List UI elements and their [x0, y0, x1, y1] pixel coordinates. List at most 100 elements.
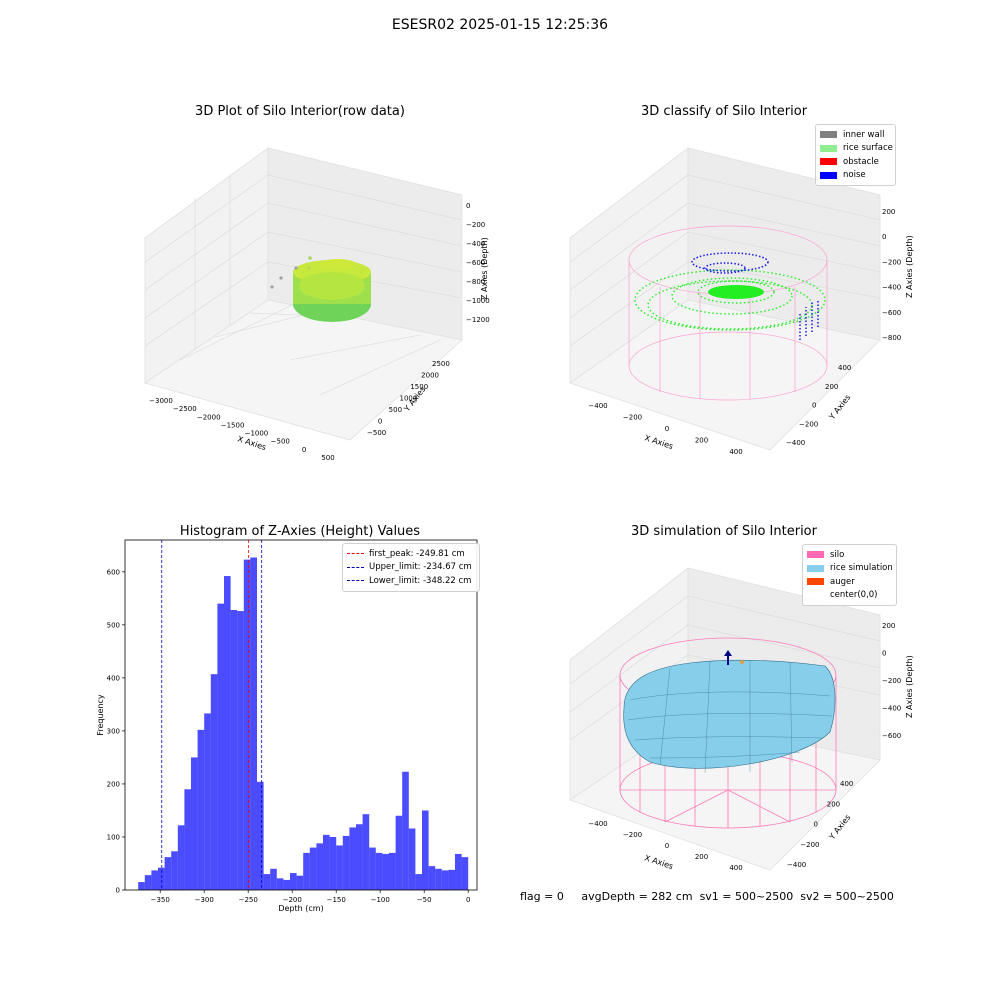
simulation-3d-plot: −400 −200 0 200 400 −400 −200 0 200 400 200 0 −200 −4… — [569, 567, 914, 872]
histogram-bar — [415, 874, 422, 890]
simulation-x-label: X Axies — [643, 853, 674, 871]
histogram-bar — [382, 853, 389, 890]
histogram-bar — [455, 853, 462, 890]
histogram-y-ticks: 0 100 200 300 400 500 600 — [107, 568, 125, 895]
legend-swatch — [807, 578, 824, 586]
legend-entry: silo — [807, 548, 892, 562]
legend-label: Lower_limit: -348.22 cm — [369, 575, 472, 586]
x-tick-label: −2000 — [197, 413, 221, 421]
histogram-bar — [138, 882, 145, 890]
legend-entry: Lower_limit: -348.22 cm — [347, 574, 475, 588]
raw-point-cloud — [270, 256, 371, 322]
legend-entry: rice surface — [820, 142, 893, 156]
raw-z-label: Z Axies (Depth) — [480, 237, 489, 300]
raw-axis-ticks: −3000−2500−2000−1500−1000−5000500−500050… — [149, 202, 490, 462]
x-tick-label: −250 — [239, 896, 258, 904]
y-tick-label: 1000 — [400, 395, 418, 403]
classify-3d-plot: −400 −200 0 200 400 −400 −200 0 200 400 200 0 −200 −4… — [569, 147, 914, 456]
x-tick-label: −2500 — [173, 405, 197, 413]
legend-label: Upper_limit: -234.67 cm — [369, 562, 472, 573]
histogram-x-ticks: −350 −300 −250 −200 −150 −100 −50 0 — [151, 890, 470, 904]
y-tick-label: 2500 — [432, 360, 450, 368]
legend-label: silo — [830, 549, 845, 560]
y-tick-label: 200 — [825, 383, 838, 391]
simulation-y-label: Y Axies — [827, 813, 853, 842]
histogram-bar — [230, 610, 238, 890]
y-tick-label: 500 — [389, 406, 402, 414]
histogram-bar — [171, 851, 178, 890]
legend-label: obstacle — [843, 156, 879, 167]
classify-axis-ticks: −400 −200 0 200 400 −400 −200 0 200 400 200 0 −200 −4… — [588, 208, 901, 456]
x-tick-label: −200 — [623, 831, 642, 839]
histogram-bar — [151, 870, 158, 890]
histogram-bar — [164, 857, 172, 890]
simulation-plot-title: 3D simulation of Silo Interior — [631, 524, 817, 539]
legend-swatch — [807, 551, 824, 559]
histogram-bar — [217, 603, 224, 890]
classify-grid — [569, 174, 881, 347]
y-tick-label: 200 — [107, 780, 120, 788]
z-tick-label: −400 — [882, 705, 901, 713]
legend-swatch — [807, 564, 824, 572]
legend-swatch — [807, 592, 824, 599]
legend-label: center(0,0) — [830, 590, 878, 601]
classify-x-label: X Axies — [643, 433, 674, 451]
z-tick-label: −1000 — [466, 297, 490, 305]
y-tick-label: 300 — [107, 727, 120, 735]
histogram-bar — [435, 868, 442, 890]
legend-entry: center(0,0) — [807, 589, 892, 603]
histogram-reference-lines — [161, 540, 263, 890]
histogram-bar — [448, 869, 455, 890]
x-tick-label: −400 — [588, 402, 607, 410]
histogram-bar — [441, 870, 449, 890]
legend-entry: auger — [807, 575, 892, 589]
x-tick-label: 0 — [665, 842, 669, 850]
classify-z-label: Z Axies (Depth) — [905, 235, 914, 298]
x-tick-label: −1000 — [245, 430, 269, 438]
histogram-title: Histogram of Z-Axies (Height) Values — [179, 524, 421, 539]
histogram-bar — [270, 868, 277, 890]
histogram-bar — [257, 781, 264, 890]
legend-label: noise — [843, 170, 866, 181]
histogram-y-label: Frequency — [96, 694, 105, 736]
y-tick-label: −200 — [799, 420, 818, 428]
histogram-bar — [428, 866, 436, 890]
x-tick-label: −100 — [371, 896, 390, 904]
x-tick-label: −3000 — [149, 397, 173, 405]
classify-floor-pane — [569, 299, 881, 451]
classify-rice-core — [708, 285, 764, 299]
y-tick-label: −400 — [786, 439, 805, 447]
y-tick-label: 600 — [107, 568, 120, 576]
histogram-bar — [263, 874, 271, 890]
x-tick-label: −350 — [151, 896, 170, 904]
z-tick-label: −1200 — [466, 316, 490, 324]
histogram-bar — [290, 873, 297, 890]
histogram-bar — [349, 827, 356, 890]
x-tick-label: −1500 — [221, 421, 245, 429]
z-tick-label: −400 — [466, 240, 485, 248]
histogram-bar — [276, 878, 284, 890]
legend-entry: obstacle — [820, 155, 891, 169]
y-tick-label: −200 — [800, 841, 819, 849]
histogram-bar — [184, 789, 191, 890]
histogram-bar — [250, 557, 257, 890]
histogram-bar — [296, 875, 304, 890]
avg-depth-text: avgDepth = 282 cm — [581, 890, 693, 903]
y-tick-label: 0 — [116, 887, 120, 895]
y-tick-label: 200 — [827, 800, 840, 808]
x-tick-label: 400 — [729, 864, 742, 872]
legend-label: inner wall — [843, 129, 885, 140]
y-tick-label: 0 — [378, 418, 382, 426]
z-tick-label: −600 — [466, 259, 485, 267]
x-tick-label: −300 — [195, 896, 214, 904]
histogram-bar — [336, 845, 343, 890]
x-tick-label: −50 — [417, 896, 432, 904]
sv2-text: sv2 = 500~2500 — [800, 890, 894, 903]
histogram-bar — [210, 674, 218, 890]
histogram-bar — [342, 835, 350, 890]
x-tick-label: −200 — [623, 414, 642, 422]
x-tick-label: 0 — [302, 446, 306, 454]
histogram-bar — [395, 815, 403, 890]
legend-entry: rice simulation — [807, 562, 893, 576]
legend-swatch — [820, 171, 837, 179]
